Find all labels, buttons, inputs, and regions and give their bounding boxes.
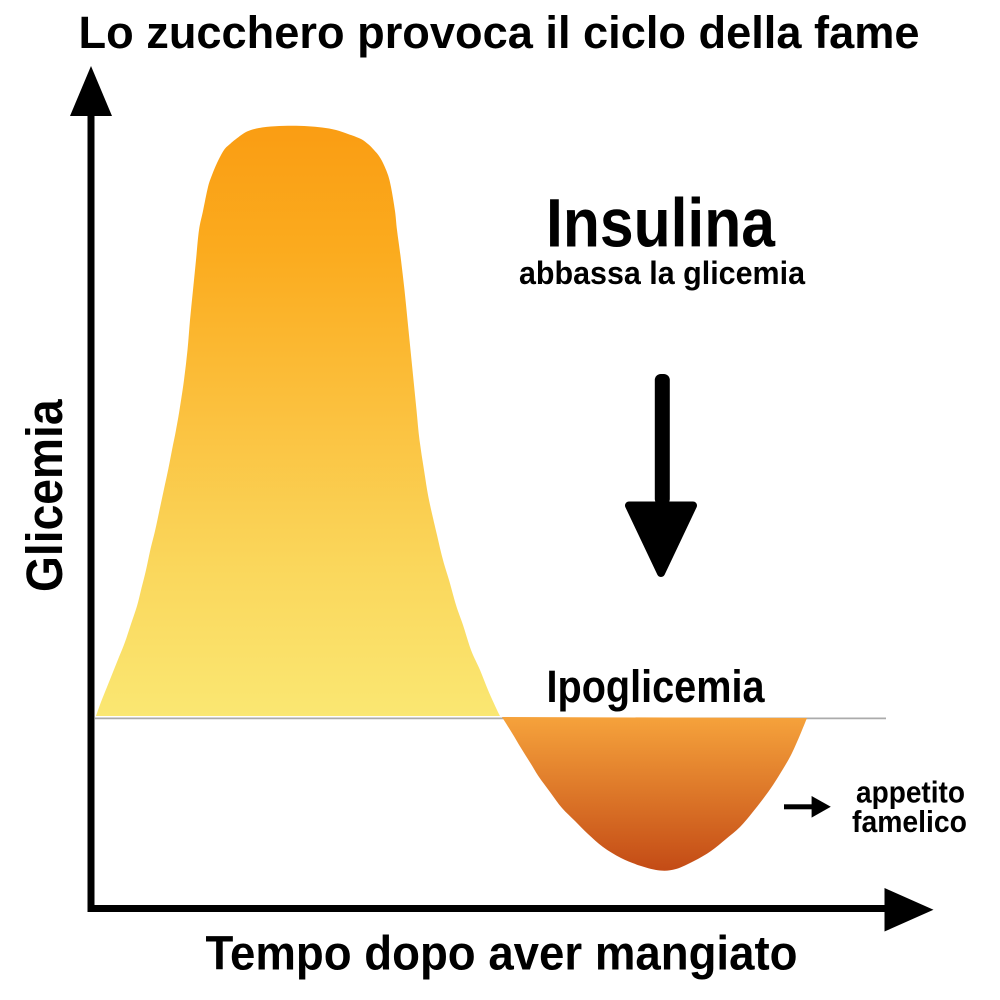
svg-text:Lo zucchero provoca il ciclo d: Lo zucchero provoca il ciclo della fame <box>79 7 920 58</box>
svg-text:Ipoglicemia: Ipoglicemia <box>547 661 766 712</box>
svg-text:Tempo dopo aver mangiato: Tempo dopo aver mangiato <box>206 928 798 981</box>
svg-text:appetito: appetito <box>856 775 965 810</box>
svg-text:Glicemia: Glicemia <box>16 399 73 592</box>
svg-text:abbassa la glicemia: abbassa la glicemia <box>519 255 805 291</box>
svg-text:famelico: famelico <box>852 804 967 839</box>
svg-text:Insulina: Insulina <box>546 185 776 262</box>
